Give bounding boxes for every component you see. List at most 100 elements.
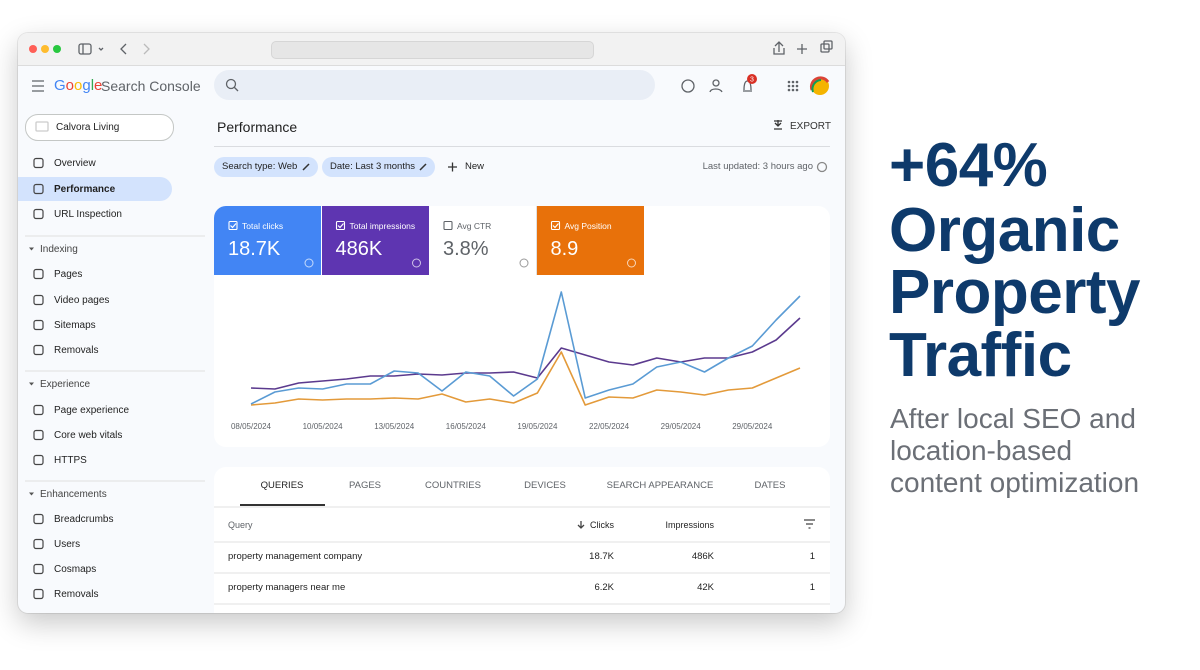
nav-item[interactable]: Video pages: [54, 294, 110, 306]
help-icon: [304, 258, 314, 268]
nav-icon: [33, 588, 44, 600]
address-bar[interactable]: [271, 41, 594, 59]
section-caret: [29, 492, 34, 496]
column-header[interactable]: Impressions: [665, 520, 714, 530]
nav-section[interactable]: Indexing: [40, 243, 78, 255]
nav-item[interactable]: Core web vitals: [54, 429, 123, 441]
checkmark: [230, 223, 237, 229]
nav-icon: [33, 183, 44, 195]
metric-tile[interactable]: [214, 206, 321, 275]
metric-checkbox: [335, 220, 346, 231]
series-line: [250, 351, 801, 406]
nav-item[interactable]: Sitemaps: [54, 319, 96, 331]
nav-item[interactable]: Breadcrumbs: [54, 513, 114, 525]
nav-item[interactable]: Removals: [54, 344, 99, 356]
headline-subtitle: After local SEO and: [890, 403, 1136, 434]
overlay: 3 08/05/2024 10/05/2024 13/05/2024 16/05/202…: [25, 40, 833, 605]
x-tick-label: 16/05/2024: [446, 422, 487, 431]
tab[interactable]: PAGES: [348, 480, 382, 491]
position-cell: 1: [809, 582, 815, 593]
headline-subtitle: location-based: [890, 435, 1073, 466]
nav-icon: [33, 268, 44, 280]
nav-item[interactable]: Performance: [54, 183, 116, 195]
position-cell: 1: [809, 551, 815, 562]
nav-icon: [33, 513, 44, 525]
headline-title: Property: [889, 257, 1140, 327]
headline-title: Traffic: [889, 320, 1072, 390]
nav-item[interactable]: Overview: [54, 157, 96, 169]
metric-tile[interactable]: [536, 206, 644, 275]
nav-section[interactable]: Experience: [40, 378, 91, 390]
metric-value: 3.8%: [443, 238, 489, 260]
nav-selected: [18, 177, 172, 201]
tab[interactable]: QUERIES: [260, 480, 304, 491]
nav-icon: [33, 454, 44, 466]
nav-section[interactable]: Enhancements: [40, 488, 107, 500]
property-name[interactable]: Calvora Living: [56, 121, 120, 133]
section-caret: [29, 382, 34, 386]
tab[interactable]: COUNTRIES: [425, 480, 481, 491]
x-tick-label: 29/05/2024: [732, 422, 773, 431]
nav-item[interactable]: Removals: [54, 588, 99, 600]
x-tick-label: 13/05/2024: [374, 422, 415, 431]
filter-chip[interactable]: [214, 157, 318, 177]
headline-subtitle: content optimization: [890, 467, 1140, 498]
metric-value: 8.9: [550, 238, 579, 260]
nav-item[interactable]: Pages: [54, 268, 83, 280]
x-tick-label: 08/05/2024: [231, 422, 272, 431]
search-bar[interactable]: [214, 70, 655, 100]
nav-icon: [33, 319, 44, 331]
metric-label: Total clicks: [242, 220, 284, 231]
x-tick-label: 22/05/2024: [589, 422, 630, 431]
clicks-cell: 6.2K: [594, 582, 614, 593]
table-card: [214, 467, 830, 613]
apps-icon: [787, 80, 799, 92]
series-line: [250, 317, 801, 390]
notification-badge: [747, 74, 757, 84]
add-filter[interactable]: New: [465, 161, 485, 172]
query-cell: property management company: [228, 551, 363, 562]
impressions-cell: 486K: [691, 551, 714, 562]
clicks-cell: 18.7K: [589, 551, 614, 562]
metric-tile[interactable]: [429, 206, 537, 275]
edit-icon: [419, 163, 427, 171]
tab-indicator: [240, 504, 325, 506]
x-tick-label: 19/05/2024: [517, 422, 558, 431]
query-cell: property managers near me: [228, 582, 346, 593]
nav-item[interactable]: Users: [54, 538, 81, 550]
nav-icon: [33, 157, 44, 169]
column-header[interactable]: Clicks: [590, 520, 614, 530]
tab[interactable]: SEARCH APPEARANCE: [606, 480, 714, 491]
nav-item[interactable]: Cosmaps: [54, 563, 97, 575]
brand-logo: Google: [54, 77, 103, 94]
nav-icon: [33, 563, 44, 575]
property-selector[interactable]: [25, 114, 174, 141]
metric-label: Total impressions: [349, 220, 416, 231]
section-caret: [29, 247, 34, 251]
metric-value: 18.7K: [228, 238, 281, 260]
nav-item[interactable]: URL Inspection: [54, 208, 122, 220]
metric-value: 486K: [335, 238, 383, 260]
nav-icon: [33, 429, 44, 441]
tab[interactable]: DEVICES: [524, 480, 566, 491]
filter-chip[interactable]: [322, 157, 435, 177]
nav-icon: [33, 344, 44, 356]
metric-tile[interactable]: [321, 206, 429, 275]
header-divider: [214, 146, 830, 147]
filter-label: Date: Last 3 months: [330, 161, 416, 172]
nav-icon: [33, 208, 44, 220]
nav-icon: [33, 404, 44, 416]
headline-title: Organic: [889, 195, 1120, 265]
help-icon: [412, 258, 421, 268]
x-tick-label: 29/05/2024: [661, 422, 702, 431]
nav-item[interactable]: HTTPS: [54, 454, 87, 466]
nav-item[interactable]: Page experience: [54, 404, 130, 416]
metric-checkbox: [443, 220, 453, 231]
icons: [29, 40, 833, 529]
export-button[interactable]: EXPORT: [790, 120, 831, 132]
series-line: [250, 291, 801, 405]
tab[interactable]: DATES: [754, 480, 786, 491]
metric-label: Avg CTR: [457, 220, 492, 231]
browser-window: Google Search Console Calvora Living Overvi…: [18, 33, 845, 613]
